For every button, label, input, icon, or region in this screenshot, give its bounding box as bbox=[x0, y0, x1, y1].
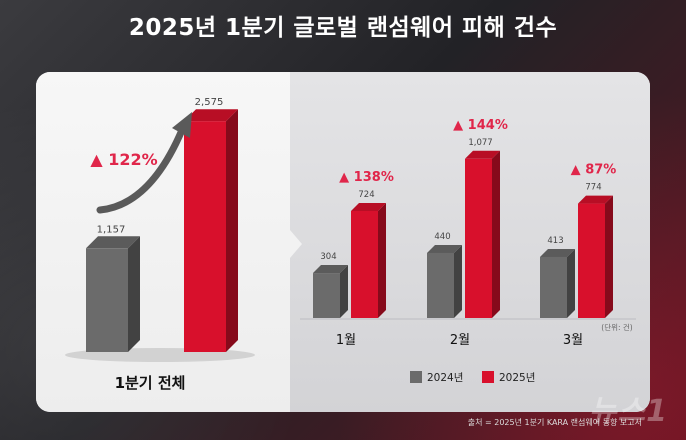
growth-label-month-2: ▲ 144% bbox=[453, 118, 508, 133]
legend-swatch-2024 bbox=[410, 371, 422, 383]
category-label-month-3: 3월 bbox=[563, 333, 583, 348]
bar-month-2024-1 bbox=[313, 273, 340, 318]
category-label-q1: 1분기 전체 bbox=[115, 374, 186, 392]
data-label-month-2024-3: 413 bbox=[547, 236, 563, 246]
bar-q1-2024-top bbox=[86, 236, 140, 249]
quarter-panel bbox=[36, 72, 290, 412]
bar-q1-2024-side bbox=[128, 236, 140, 352]
data-label-q1-2025: 2,575 bbox=[195, 97, 224, 108]
unit-note: (단위: 건) bbox=[601, 322, 633, 332]
bar-month-2025-1-top bbox=[351, 202, 386, 211]
bar-q1-2024 bbox=[86, 248, 128, 352]
legend-label-2025: 2025년 bbox=[499, 372, 535, 384]
bar-month-2024-2-side bbox=[454, 244, 462, 318]
category-label-month-2: 2월 bbox=[450, 333, 470, 348]
bar-month-2024-1-side bbox=[340, 265, 348, 318]
bar-q1-2025-top bbox=[184, 109, 238, 122]
growth-arrow-head bbox=[172, 112, 192, 138]
bar-month-2024-3-side bbox=[567, 248, 575, 318]
bar-month-2025-1 bbox=[351, 210, 378, 318]
bar-month-2025-2-top bbox=[465, 150, 500, 159]
bar-q1-2025 bbox=[184, 121, 226, 352]
bar-month-2024-2 bbox=[427, 252, 454, 318]
data-label-q1-2024: 1,157 bbox=[97, 224, 126, 235]
bar-month-2024-1-top bbox=[313, 265, 348, 274]
growth-label-month-1: ▲ 138% bbox=[339, 170, 394, 185]
data-label-month-2025-3: 774 bbox=[585, 183, 601, 193]
bar-month-2024-2-top bbox=[427, 244, 462, 253]
growth-label-month-3: ▲ 87% bbox=[571, 163, 617, 178]
bar-month-2025-3-top bbox=[578, 195, 613, 204]
growth-label-q1: ▲ 122% bbox=[90, 150, 157, 169]
data-label-month-2025-1: 724 bbox=[358, 190, 374, 200]
page-title: 2025년 1분기 글로벌 랜섬웨어 피해 건수 bbox=[128, 15, 558, 41]
legend-swatch-2025 bbox=[482, 371, 494, 383]
data-label-month-2024-1: 304 bbox=[320, 252, 336, 262]
bar-q1-2025-side bbox=[226, 109, 238, 352]
growth-arrow-shaft bbox=[96, 126, 186, 214]
bar-month-2025-1-side bbox=[378, 202, 386, 318]
bar-month-2025-3-side bbox=[605, 195, 613, 318]
data-label-month-2025-2: 1,077 bbox=[468, 138, 492, 148]
legend-label-2024: 2024년 bbox=[427, 372, 463, 384]
bar-month-2025-3 bbox=[578, 203, 605, 318]
bar-month-2024-3 bbox=[540, 256, 567, 318]
data-label-month-2024-2: 440 bbox=[434, 232, 450, 242]
bar-month-2025-2-side bbox=[492, 150, 500, 318]
category-label-month-1: 1월 bbox=[336, 333, 356, 348]
panel-divider-arrow bbox=[290, 230, 302, 258]
bar-month-2024-3-top bbox=[540, 248, 575, 257]
news1-watermark: 뉴스1 bbox=[588, 394, 668, 429]
bar-month-2025-2 bbox=[465, 158, 492, 318]
source-note: 출처 = 2025년 1분기 KARA 랜섬웨어 동향 보고서 bbox=[467, 418, 642, 427]
